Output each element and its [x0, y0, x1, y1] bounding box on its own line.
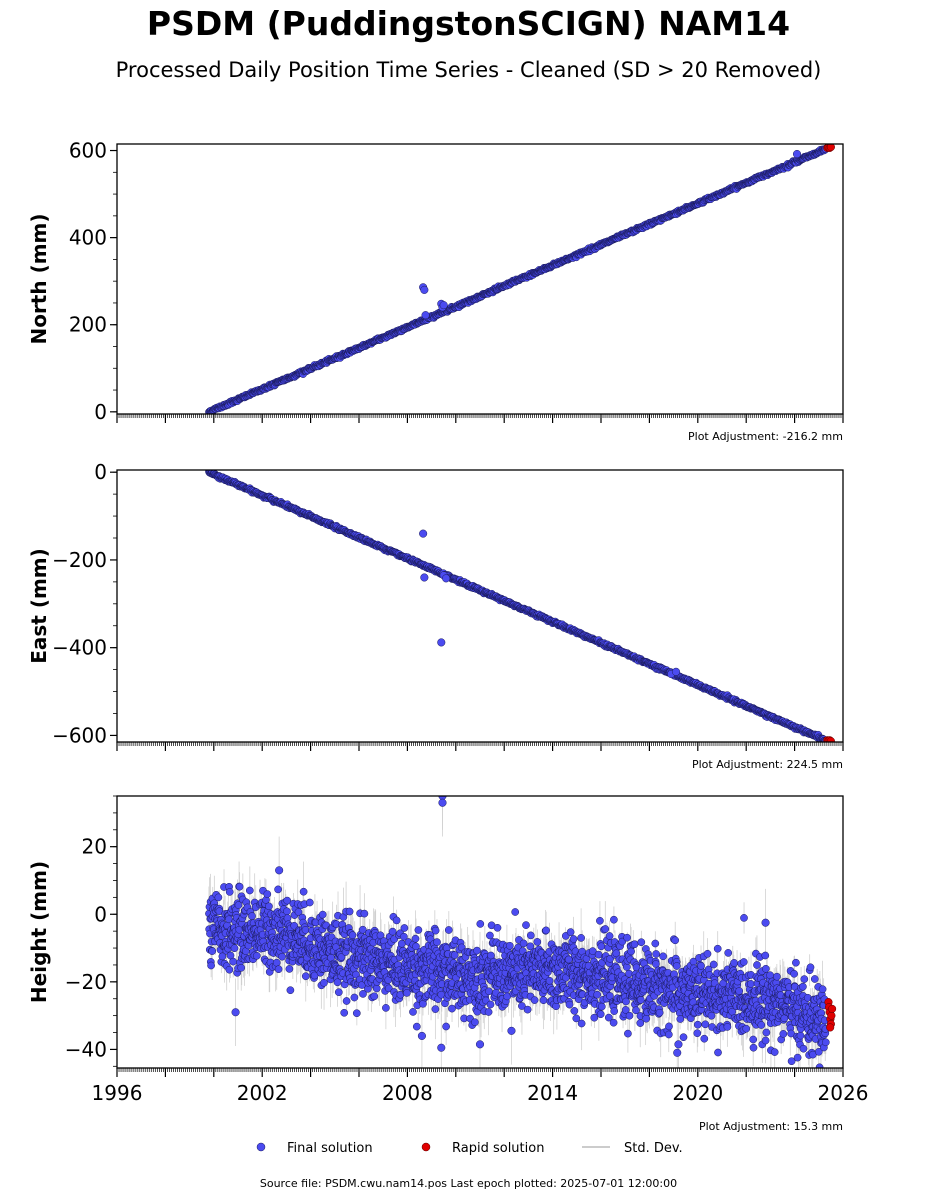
final-point-outlier — [421, 311, 430, 320]
final-point-outlier — [420, 285, 429, 294]
rapid-solution-series — [823, 144, 835, 152]
final-point-outlier — [439, 301, 448, 310]
plot-area-east — [205, 470, 835, 742]
y-tick-label: 200 — [69, 313, 107, 337]
panel-north: 0 200 400 600 North (mm) Plot Adjustment: -21… — [27, 139, 844, 443]
plot-area-height — [205, 796, 837, 1068]
y-tick-label: 0 — [94, 400, 107, 424]
y-axis-east: 0 −200 −400 −600 — [52, 460, 117, 747]
chart-subtitle: Processed Daily Position Time Series - C… — [115, 58, 822, 82]
final-solution-series — [205, 470, 830, 742]
final-point-outlier — [419, 529, 428, 538]
y-tick-label: 400 — [69, 226, 107, 250]
final-point-outlier — [437, 638, 446, 647]
x-axis-north — [116, 414, 844, 423]
y-tick-label: −400 — [52, 636, 107, 660]
final-point-outlier — [671, 667, 681, 676]
plot-area-north — [205, 144, 835, 414]
y-axis-label-north: North (mm) — [27, 213, 51, 344]
final-solution-series — [205, 144, 830, 414]
x-axis-east — [116, 742, 844, 751]
y-tick-label: −200 — [52, 548, 107, 572]
y-axis-north: 0 200 400 600 — [69, 139, 117, 424]
rapid-point — [826, 737, 835, 742]
chart-title: PSDM (PuddingstonSCIGN) NAM14 — [146, 4, 791, 43]
rapid-solution-series — [823, 736, 835, 742]
panel-east: 0 −200 −400 −600 East (mm) Plot Adjustment: 2… — [27, 460, 844, 771]
plot-adjustment-north: Plot Adjustment: -216.2 mm — [688, 430, 843, 443]
y-tick-label: 0 — [94, 460, 107, 484]
y-tick-label: 600 — [69, 139, 107, 163]
y-tick-label: −600 — [52, 723, 107, 747]
plot-adjustment-east: Plot Adjustment: 224.5 mm — [692, 758, 843, 771]
final-point-outlier — [420, 573, 429, 582]
y-axis-label-east: East (mm) — [27, 548, 51, 664]
rapid-point — [826, 144, 835, 152]
final-point-outlier — [442, 574, 451, 583]
final-point-outlier — [792, 149, 802, 159]
